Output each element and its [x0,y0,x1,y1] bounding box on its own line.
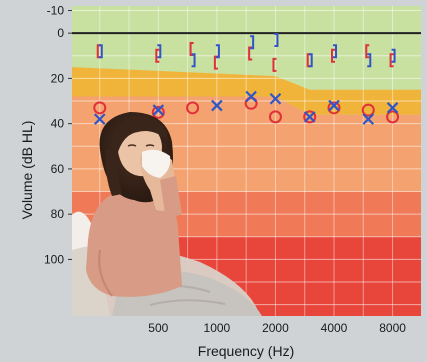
mark-bracket-left [365,44,370,59]
y-tick-label: 80 [51,207,65,221]
mark-cross [245,90,257,103]
y-tick-label: -10 [47,4,65,18]
mark-circle [93,101,107,115]
mark-bracket-right [308,53,313,68]
mark-circle [327,101,341,115]
mark-cross [152,104,165,116]
mark-cross [303,111,316,123]
mark-bracket-left [272,57,277,72]
mark-bracket-right [157,44,162,59]
mark-cross [269,92,282,105]
woman-sneezing-photo [72,112,262,316]
y-tick-label: 60 [51,162,65,176]
hearing-marks [93,32,400,125]
mark-bracket-right [98,44,103,59]
mark-bracket-right [215,44,220,59]
y-axis-label: Volume (dB HL) [19,121,35,220]
mark-circle [186,101,200,115]
mark-bracket-right [333,44,338,59]
tick-labels: -10 0 20 40 60 80 100 500 1000 2000 4000 8000 [44,4,406,335]
mark-circle [268,110,282,124]
x-axis-label: Frequency (Hz) [198,343,294,359]
mark-circle [303,110,317,124]
mark-cross [386,102,399,114]
x-tick-label: 500 [148,321,168,335]
y-tick-label: 0 [57,26,64,40]
mark-circle [361,103,375,117]
x-tick-label: 2000 [262,321,289,335]
mark-bracket-left [331,48,336,63]
mark-bracket-right [274,32,279,47]
y-tick-label: 100 [44,252,64,266]
mark-bracket-right [367,53,372,68]
x-tick-label: 1000 [204,321,231,335]
mark-bracket-right [250,35,255,50]
mark-bracket-left [155,48,160,63]
y-tick-label: 20 [51,71,65,85]
mark-bracket-left [389,53,394,68]
y-tick-label: 40 [51,117,65,131]
x-tick-label: 8000 [379,321,406,335]
mark-cross [93,113,106,125]
mark-bracket-right [191,53,196,68]
mark-bracket-right [391,48,396,63]
mark-cross [211,99,223,112]
mark-cross [362,113,375,125]
x-tick-label: 4000 [321,321,348,335]
mark-circle [151,105,165,119]
mark-circle [386,110,400,124]
mark-cross [328,99,340,112]
